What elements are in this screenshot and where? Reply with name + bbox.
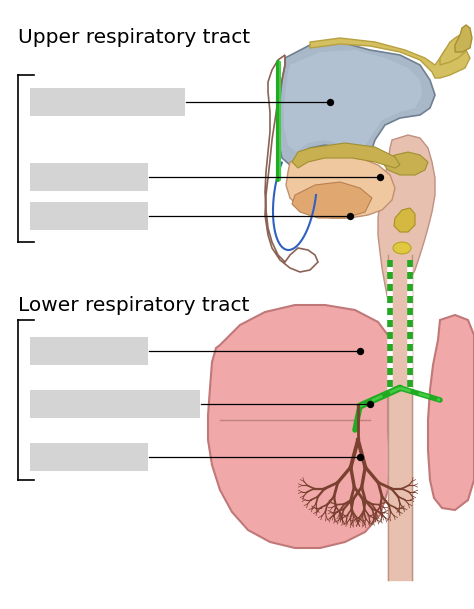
Polygon shape [310,38,470,78]
Bar [30,390,200,418]
Polygon shape [378,135,435,310]
Bar [30,163,148,191]
Polygon shape [292,143,400,168]
Polygon shape [284,50,422,152]
Ellipse shape [393,242,411,254]
Polygon shape [208,305,394,548]
Text: Upper respiratory tract: Upper respiratory tract [18,28,250,47]
Point [346,211,354,221]
Bar [30,443,148,471]
Bar [30,88,185,116]
Bar [30,202,148,230]
Polygon shape [394,208,415,232]
Polygon shape [440,35,468,65]
Point [356,452,364,462]
Bar [30,337,148,365]
Polygon shape [292,182,372,218]
Polygon shape [286,154,395,218]
Polygon shape [382,152,428,175]
Point [366,399,374,409]
Polygon shape [428,315,474,510]
Point [376,172,384,182]
Point [326,97,334,107]
Text: Lower respiratory tract: Lower respiratory tract [18,296,249,315]
Polygon shape [455,25,472,52]
Point [356,346,364,356]
Polygon shape [278,42,435,165]
